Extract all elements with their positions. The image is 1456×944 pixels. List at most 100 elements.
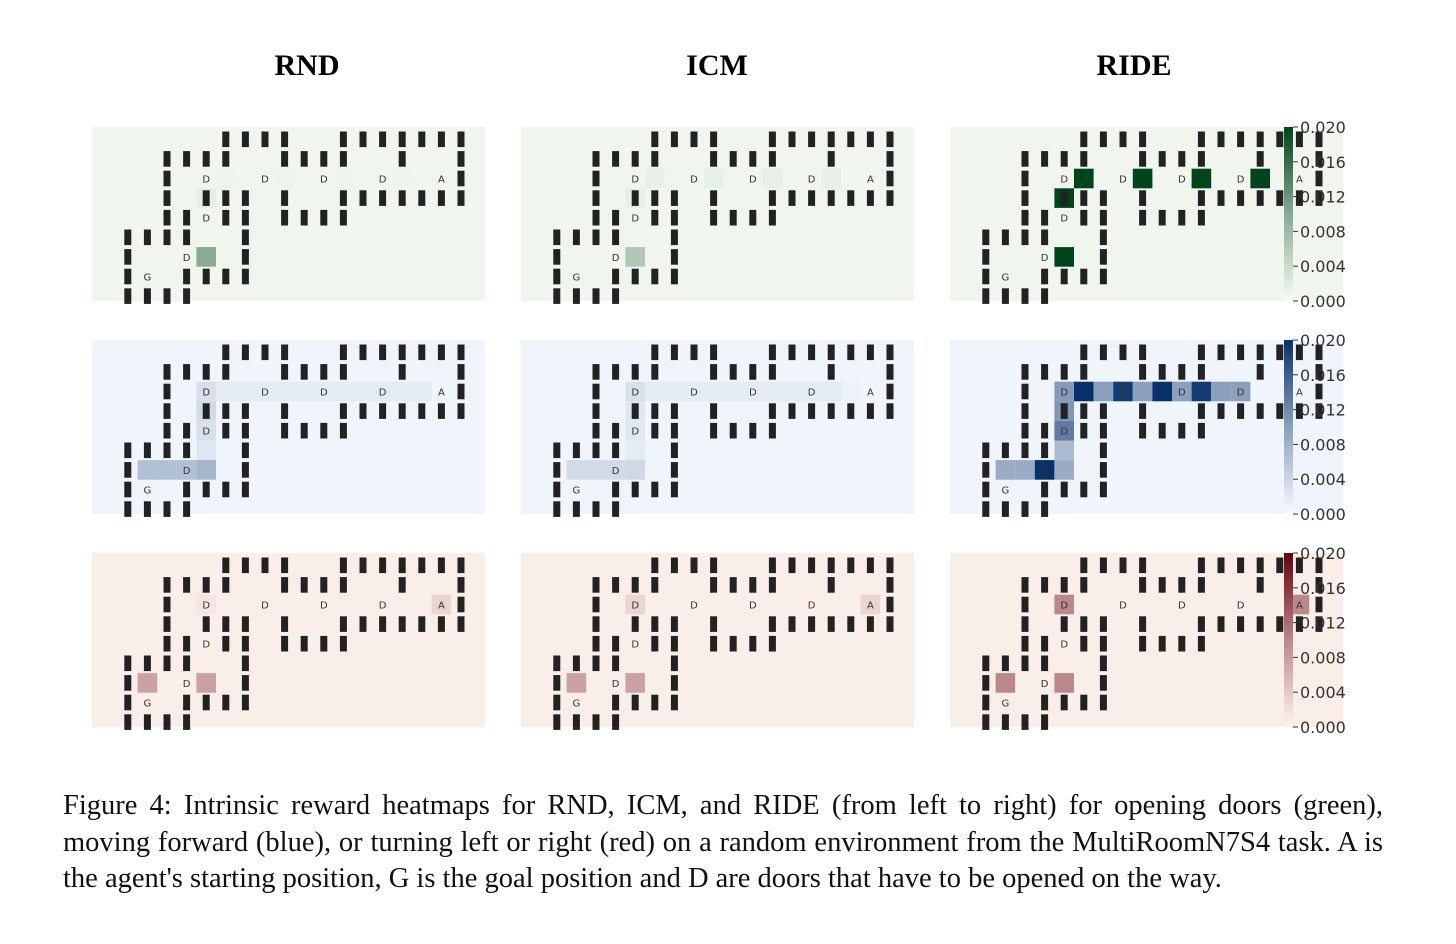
heatmap-cell — [1054, 247, 1074, 267]
wall-block — [163, 288, 171, 304]
heatmap-cell — [196, 673, 216, 693]
wall-block — [222, 268, 230, 285]
heatmap-cell — [1132, 381, 1153, 402]
wall-block — [1276, 131, 1284, 148]
goal-marker: G — [573, 273, 581, 284]
wall-block — [1001, 714, 1009, 730]
wall-block — [1099, 249, 1107, 265]
heatmap-cell — [625, 247, 645, 267]
wall-block — [1099, 209, 1107, 226]
colorbar-blue: 0.000 0.004 0.008 0.012 0.016 0.020 — [1284, 331, 1346, 524]
wall-block — [1001, 501, 1009, 517]
heatmap-cell — [625, 594, 645, 615]
wall-block — [886, 616, 894, 632]
heatmap-cell — [1054, 381, 1074, 402]
wall-block — [163, 151, 171, 167]
wall-block — [982, 249, 990, 265]
wall-block — [183, 501, 191, 517]
goal-marker: G — [144, 699, 152, 710]
agent-marker: A — [438, 175, 445, 186]
goal-marker: G — [144, 486, 152, 497]
heatmap-cell — [1230, 381, 1251, 402]
wall-block — [183, 229, 191, 246]
wall-block — [1021, 577, 1029, 593]
wall-block — [359, 190, 367, 206]
colorbar-tick-label: 0.016 — [1300, 366, 1346, 385]
wall-block — [339, 422, 347, 439]
wall-block — [866, 557, 874, 574]
heatmap-cell — [431, 594, 452, 615]
wall-block — [592, 714, 600, 730]
wall-block — [612, 442, 620, 459]
wall-block — [379, 190, 387, 206]
wall-block — [651, 577, 659, 593]
wall-block — [982, 462, 990, 478]
wall-block — [124, 288, 132, 304]
wall-block — [1021, 501, 1029, 517]
wall-block — [379, 344, 387, 361]
wall-block — [982, 675, 990, 691]
wall-block — [982, 442, 990, 459]
agent-marker: A — [867, 601, 874, 612]
wall-block — [1197, 557, 1205, 574]
wall-block — [1099, 616, 1107, 632]
wall-block — [163, 616, 171, 632]
wall-block — [572, 501, 580, 517]
wall-block — [1041, 714, 1049, 730]
wall-block — [1256, 577, 1264, 593]
wall-block — [1315, 344, 1323, 361]
wall-block — [1021, 635, 1029, 652]
heatmap-cell — [1211, 381, 1231, 402]
door-marker: D — [1041, 253, 1049, 264]
wall-block — [1217, 344, 1225, 361]
wall-block — [670, 616, 678, 632]
wall-block — [202, 268, 210, 285]
wall-block — [1139, 344, 1147, 361]
wall-block — [1041, 655, 1049, 672]
wall-block — [690, 344, 698, 361]
wall-block — [1178, 209, 1186, 226]
door-marker: D — [1060, 640, 1068, 651]
wall-block — [592, 209, 600, 226]
heatmap-cell — [625, 460, 645, 480]
wall-block — [808, 131, 816, 148]
heatmap-panel: A G D D D D D D — [521, 127, 914, 304]
wall-block — [1315, 170, 1323, 187]
wall-block — [1315, 403, 1323, 419]
heatmap-cell — [274, 168, 295, 189]
door-marker: D — [808, 175, 816, 186]
wall-block — [1041, 268, 1049, 285]
wall-block — [768, 557, 776, 574]
heatmap-cell — [157, 460, 177, 480]
wall-block — [241, 209, 249, 226]
wall-block — [1119, 131, 1127, 148]
wall-block — [1041, 209, 1049, 226]
wall-block — [1217, 616, 1225, 632]
heatmap-panels: A G D D D D D D A G D D D D D D A G D D D D D D A G D D D D D D A G D D D D D D… — [92, 127, 1343, 730]
wall-block — [1315, 577, 1323, 593]
wall-block — [398, 131, 406, 148]
wall-block — [124, 462, 132, 478]
wall-block — [320, 151, 328, 167]
wall-block — [1080, 131, 1088, 148]
door-marker: D — [690, 388, 698, 399]
wall-block — [359, 403, 367, 419]
wall-block — [886, 383, 894, 400]
wall-block — [1158, 364, 1166, 380]
heatmap-cell — [196, 594, 216, 615]
wall-block — [612, 481, 620, 498]
door-marker: D — [320, 175, 328, 186]
door-marker: D — [612, 253, 620, 264]
door-marker: D — [1178, 388, 1186, 399]
wall-block — [1099, 694, 1107, 711]
wall-block — [1001, 229, 1009, 246]
wall-block — [163, 229, 171, 246]
wall-block — [1021, 714, 1029, 730]
wall-block — [163, 714, 171, 730]
heatmap-cell — [762, 381, 783, 402]
wall-block — [261, 131, 269, 148]
wall-block — [183, 422, 191, 439]
colorbar-tick-label: 0.008 — [1300, 222, 1346, 241]
colorbar-tick-label: 0.020 — [1300, 544, 1346, 563]
heatmap-cell — [995, 673, 1016, 693]
